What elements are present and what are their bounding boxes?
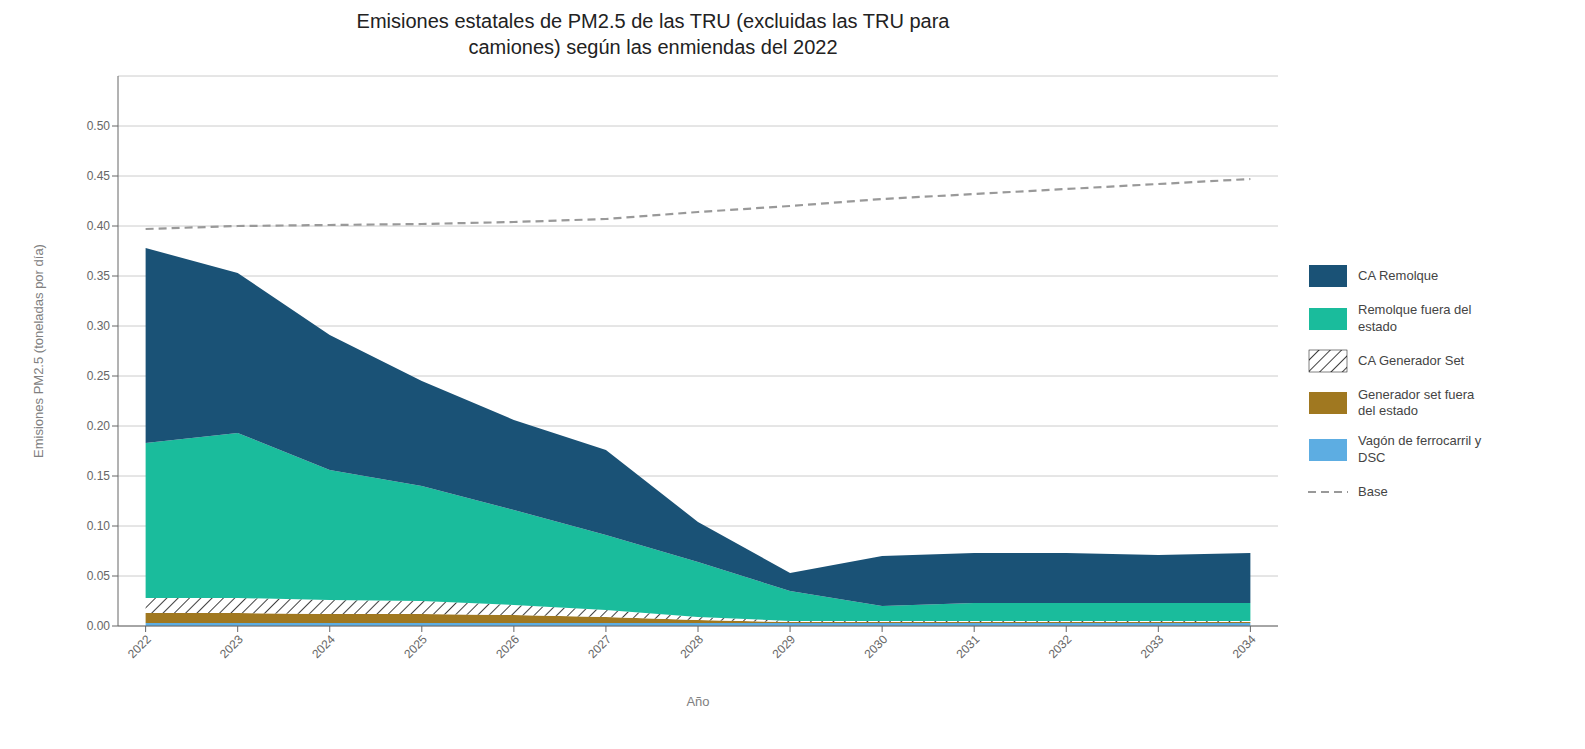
html-text:Remolque fuera del estado: Remolque fuera del estado	[1358, 302, 1472, 334]
svg-text:0.00: 0.00	[87, 619, 111, 633]
svg-text:0.25: 0.25	[87, 369, 111, 383]
svg-text:Emisiones PM2.5 (toneladas por: Emisiones PM2.5 (toneladas por día)	[31, 244, 46, 458]
svg-text:0.50: 0.50	[87, 119, 111, 133]
svg-text:Año: Año	[686, 694, 709, 709]
svg-text:2023: 2023	[217, 632, 246, 661]
svg-text:2027: 2027	[585, 632, 614, 661]
html-text:Generador set fuera del estado: Generador set fuera del estado	[1358, 386, 1475, 418]
svg-text:2030: 2030	[861, 632, 890, 661]
svg-text:0.30: 0.30	[87, 319, 111, 333]
svg-text:0.20: 0.20	[87, 419, 111, 433]
html-text:CA Generador Set: CA Generador Set	[1358, 352, 1465, 368]
svg-text:0.35: 0.35	[87, 269, 111, 283]
svg-text:0.05: 0.05	[87, 569, 111, 583]
svg-text:2029: 2029	[769, 632, 798, 661]
html-text:CA Remolque: CA Remolque	[1358, 268, 1439, 284]
html-text:Base: Base	[1358, 483, 1388, 499]
svg-text:2022: 2022	[125, 632, 154, 661]
svg-text:2026: 2026	[493, 632, 522, 661]
svg-text:2025: 2025	[401, 632, 430, 661]
svg-text:2033: 2033	[1138, 632, 1167, 661]
svg-text:0.15: 0.15	[87, 469, 111, 483]
svg-text:2031: 2031	[954, 632, 983, 661]
html-text:Vagón de ferrocarril y DSC: Vagón de ferrocarril y DSC	[1358, 433, 1482, 465]
svg-text:0.10: 0.10	[87, 519, 111, 533]
svg-text:0.45: 0.45	[87, 169, 111, 183]
svg-text:2028: 2028	[677, 632, 706, 661]
svg-text:0.40: 0.40	[87, 219, 111, 233]
svg-text:2034: 2034	[1230, 632, 1259, 661]
html-text:Emisiones estatales de PM2.5 d: Emisiones estatales de PM2.5 de las TRU …	[356, 10, 950, 58]
svg-text:2024: 2024	[309, 632, 338, 661]
svg-text:2032: 2032	[1046, 632, 1075, 661]
